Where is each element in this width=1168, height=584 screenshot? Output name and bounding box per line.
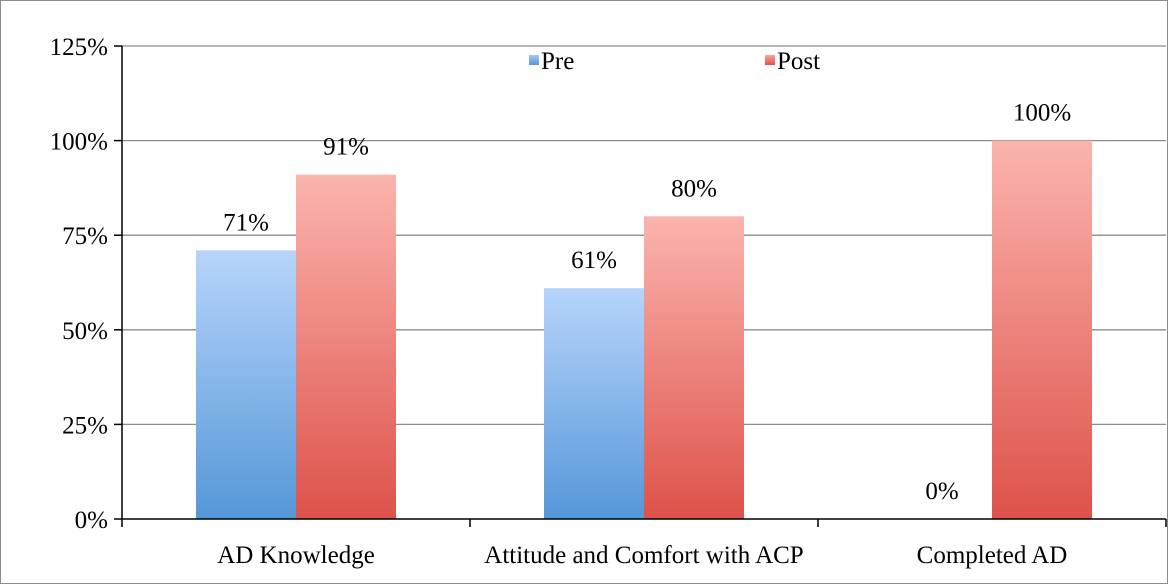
data-label: 71% [223, 209, 269, 236]
legend-label-pre: Pre [541, 48, 574, 75]
data-label: 91% [323, 134, 369, 161]
y-tick-label: 50% [62, 318, 108, 345]
legend: Pre Post [529, 48, 820, 75]
legend-swatch-pre [529, 55, 539, 65]
x-tick-label: Completed AD [917, 542, 1068, 569]
y-tick-label: 25% [62, 412, 108, 439]
bar-pre [544, 288, 644, 519]
bar-post [992, 140, 1092, 519]
bars-group [196, 140, 1092, 519]
legend-swatch-post [765, 55, 775, 65]
data-label: 0% [925, 478, 958, 505]
bar-post [644, 216, 744, 519]
data-label: 100% [1013, 100, 1071, 127]
labels-group: 71% 91% 61% 80% 0% 100% [223, 100, 1071, 505]
legend-label-post: Post [777, 48, 820, 75]
x-tick-label: Attitude and Comfort with ACP [484, 542, 803, 569]
data-label: 80% [671, 175, 717, 202]
y-tick-label: 125% [50, 34, 108, 61]
data-label: 61% [571, 247, 617, 274]
axes: 0% 25% 50% 75% 100% 125% AD Knowledge Attitude … [50, 34, 1167, 569]
bar-pre [196, 250, 296, 519]
x-tick-label: AD Knowledge [217, 542, 375, 569]
bar-post [296, 174, 396, 519]
y-tick-label: 100% [50, 129, 108, 156]
y-tick-label: 0% [75, 507, 108, 534]
y-tick-label: 75% [62, 223, 108, 250]
